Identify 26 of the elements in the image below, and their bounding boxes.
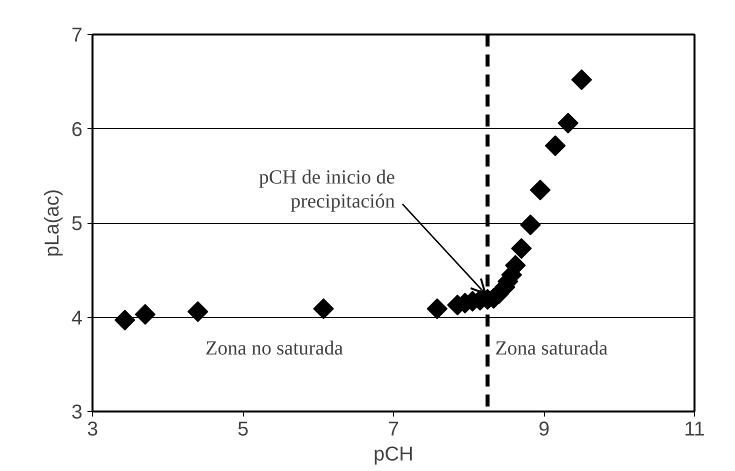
annotation: Zona saturada	[495, 338, 608, 360]
x-tick-label: 9	[538, 418, 550, 440]
point	[426, 298, 448, 320]
point	[134, 304, 156, 325]
x-axis-title: pCH	[373, 444, 414, 466]
point	[114, 310, 136, 330]
x-tick-label: 7	[388, 418, 400, 440]
y-tick-label: 3	[71, 402, 82, 424]
y-tick-label: 7	[71, 24, 82, 46]
point	[558, 112, 578, 134]
point	[511, 238, 532, 259]
point	[520, 214, 541, 236]
y-tick-label: 6	[71, 118, 82, 141]
annotation: pCH de inicio de precipitación	[258, 166, 396, 213]
annotation: Zona no saturada	[205, 338, 344, 360]
y-tick-label: 4	[71, 307, 82, 330]
point	[544, 135, 566, 156]
y-axis-title: pLa(ac)	[41, 189, 64, 257]
point	[313, 298, 334, 320]
x-tick-label: 5	[237, 418, 249, 440]
point	[571, 69, 592, 90]
x-tick-label: 3	[86, 418, 98, 440]
point	[187, 301, 208, 322]
point	[530, 180, 551, 200]
y-tick-label: 5	[71, 213, 82, 235]
x-tick-label: 11	[684, 418, 705, 440]
